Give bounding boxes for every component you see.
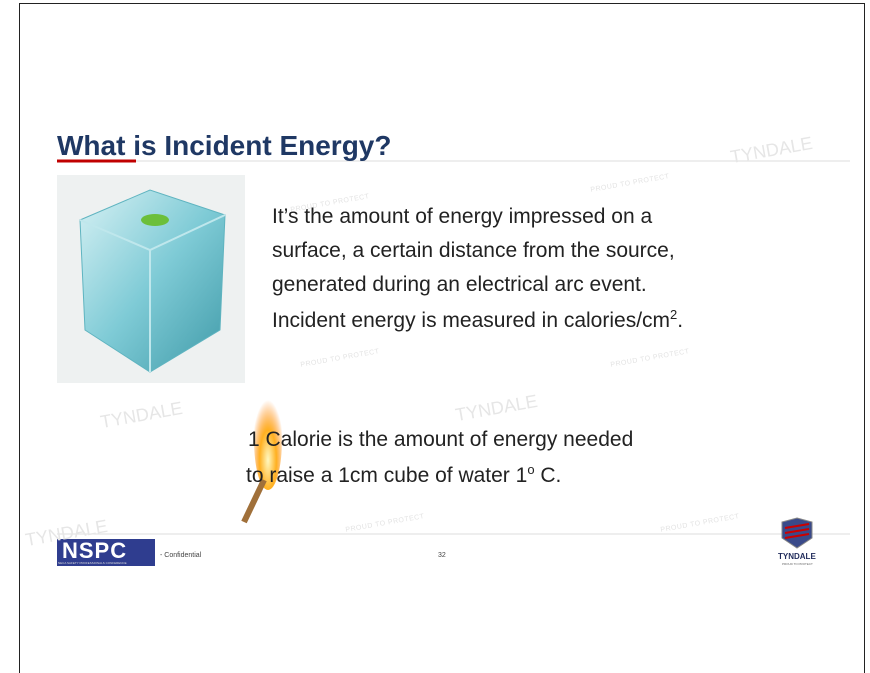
tyndale-tagline: PROUD TO PROTECT [782,562,813,566]
calorie-line: to raise a 1cm cube of water 1o C. [246,462,561,488]
page: {"slide": { "title": "What is Incident E… [0,0,870,667]
paragraph-line: Incident energy is measured in calories/… [272,307,683,333]
text: Incident energy is measured in calories/… [272,309,670,332]
slide-graphics [0,0,870,667]
leaf [141,214,169,226]
paragraph-line: generated during an electrical arc event… [272,273,647,297]
paragraph-line: surface, a certain distance from the sou… [272,239,675,263]
text: . [677,309,683,332]
text: to raise a 1cm cube of water 1 [246,464,527,487]
text: C. [535,464,562,487]
calorie-line: 1 Calorie is the amount of energy needed [248,428,633,452]
nspc-caption: NECA SAFETY PROFESSIONALS CONFERENCE [58,561,127,565]
page-number: 32 [438,552,446,559]
paragraph-line: It’s the amount of energy impressed on a [272,205,652,229]
superscript: o [527,462,534,477]
tyndale-logo-text: TYNDALE [778,552,816,561]
slide-title: What is Incident Energy? [57,130,391,162]
footer-confidential: - Confidential [160,552,201,559]
